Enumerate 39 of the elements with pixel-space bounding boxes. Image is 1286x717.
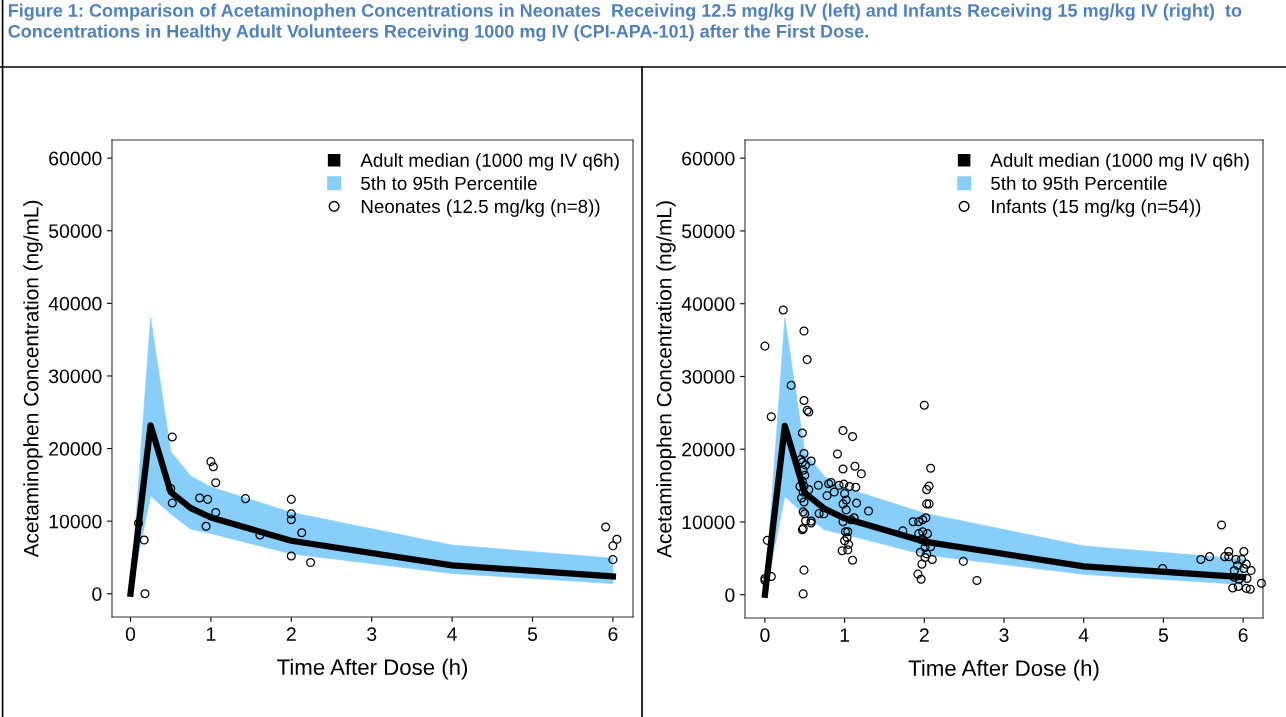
y-tick-label: 30000 bbox=[48, 369, 102, 384]
legend-label: Neonates (12.5 mg/kg (n=8)) bbox=[361, 199, 600, 217]
y-tick-label: 60000 bbox=[682, 151, 735, 166]
chart-title: Figure 1: Comparison of Acetaminophen Concentrations in Neonates Receiving 12.5 mg/kg IV (left) and Infants Receiving 15 mg/kg IV (right) to Concentrations in Healthy Adult Volunteers Receiving 1000 mg IV (CPI-APA-101) after the First Dose. bbox=[8, 3, 1242, 42]
y-axis-title: Acetaminophen Concentration (ng/mL) bbox=[23, 200, 43, 558]
legend-label: Infants (15 mg/kg (n=54)) bbox=[992, 199, 1201, 217]
y-tick-label: 50000 bbox=[681, 224, 735, 239]
y-axis-title: Acetaminophen Concentration (ng/mL) bbox=[656, 201, 676, 558]
y-tick-label: 40000 bbox=[48, 296, 102, 311]
x-tick-label: 1 bbox=[206, 627, 216, 641]
x-tick-label: 0 bbox=[760, 628, 770, 642]
x-tick-label: 2 bbox=[919, 628, 929, 642]
legend-label: 5th to 95th Percentile bbox=[991, 176, 1167, 190]
legend-label: Adult median (1000 mg IV q6h) bbox=[990, 153, 1249, 171]
x-tick-label: 2 bbox=[286, 627, 296, 641]
x-tick-label: 3 bbox=[999, 628, 1009, 642]
x-axis-title: Time After Dose (h) bbox=[277, 658, 468, 680]
y-tick-label: 0 bbox=[725, 588, 735, 602]
y-tick-label: 20000 bbox=[682, 442, 735, 457]
y-tick-label: 50000 bbox=[48, 224, 102, 238]
y-tick-label: 30000 bbox=[681, 369, 735, 384]
x-tick-label: 0 bbox=[125, 627, 136, 641]
y-tick-label: 60000 bbox=[49, 151, 102, 166]
y-tick-label: 40000 bbox=[681, 297, 735, 311]
y-tick-label: 20000 bbox=[49, 442, 102, 456]
x-tick-label: 5 bbox=[1158, 628, 1168, 642]
x-tick-label: 6 bbox=[1238, 628, 1248, 642]
x-tick-label: 4 bbox=[447, 627, 457, 641]
x-axis-title: Time After Dose (h) bbox=[908, 659, 1099, 681]
y-tick-label: 0 bbox=[92, 587, 102, 601]
x-tick-label: 6 bbox=[608, 627, 618, 641]
x-tick-label: 3 bbox=[367, 627, 377, 641]
x-tick-label: 5 bbox=[527, 627, 538, 641]
legend-label: 5th to 95th Percentile bbox=[361, 176, 537, 190]
y-tick-label: 10000 bbox=[682, 515, 735, 530]
x-tick-label: 4 bbox=[1078, 628, 1089, 642]
y-tick-label: 10000 bbox=[49, 514, 102, 529]
legend-label: Adult median (1000 mg IV q6h) bbox=[360, 153, 619, 171]
x-tick-label: 1 bbox=[840, 628, 850, 642]
